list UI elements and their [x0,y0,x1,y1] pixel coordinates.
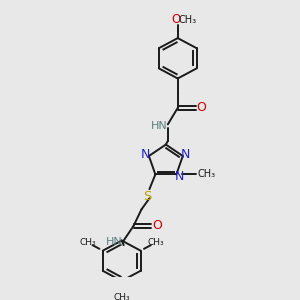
Text: HN: HN [151,121,167,131]
Text: CH₃: CH₃ [79,238,96,247]
Text: N: N [181,148,190,161]
Text: HN: HN [106,237,123,248]
Text: N: N [175,170,184,183]
Text: CH₃: CH₃ [198,169,216,179]
Text: CH₃: CH₃ [178,15,197,25]
Text: O: O [152,219,162,232]
Text: CH₃: CH₃ [148,238,164,247]
Text: S: S [143,190,152,203]
Text: CH₃: CH₃ [113,293,130,300]
Text: N: N [141,148,151,161]
Text: O: O [171,13,180,26]
Text: O: O [196,101,206,114]
